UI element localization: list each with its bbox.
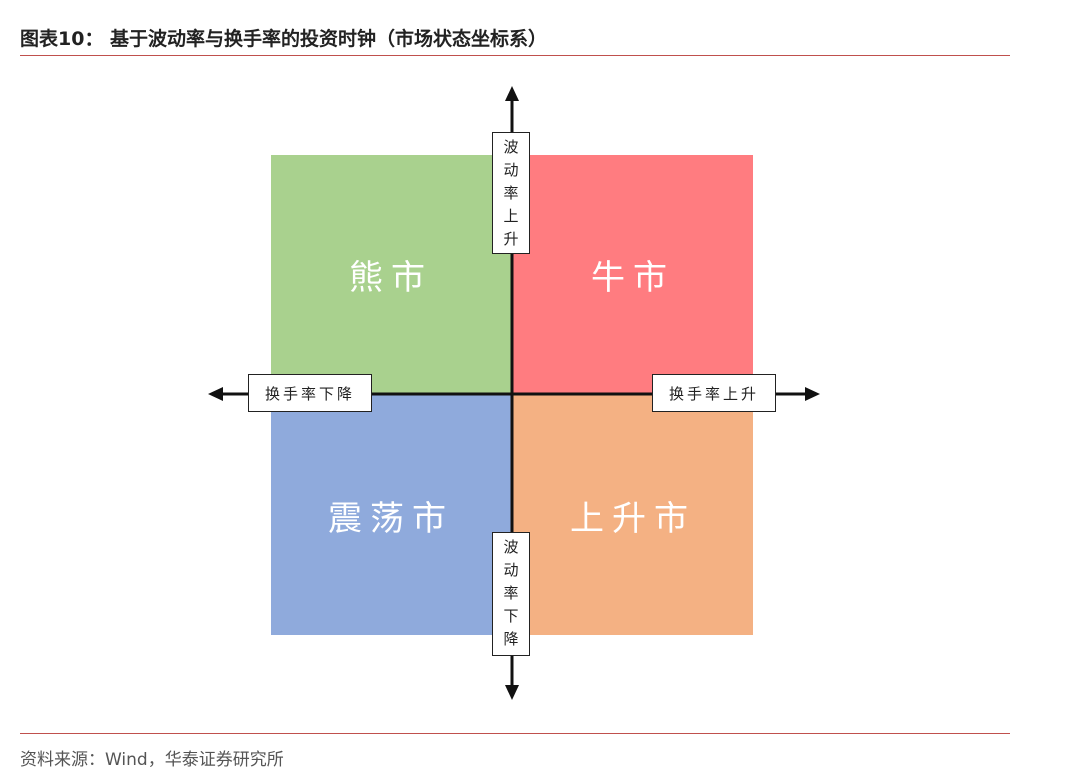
quadrant-range-market: 震荡市 xyxy=(271,395,511,635)
axis-label-char: 动 xyxy=(503,161,519,179)
quadrant-rising-label: 上升市 xyxy=(570,498,696,539)
axis-label-char: 率 xyxy=(503,184,519,202)
arrow-down-icon xyxy=(505,685,519,700)
title-divider xyxy=(20,55,1010,56)
axis-label-turnover-up: 换手率上升 xyxy=(652,374,776,412)
arrow-left-icon xyxy=(208,387,223,401)
arrow-right-icon xyxy=(805,387,820,401)
axis-label-turnover-down: 换手率下降 xyxy=(248,374,372,412)
axis-label-char: 波 xyxy=(503,138,519,156)
axis-label-char: 降 xyxy=(503,630,519,648)
quadrant-range-label: 震荡市 xyxy=(328,498,454,539)
axis-label-char: 波 xyxy=(503,538,519,556)
quadrant-bear-label: 熊市 xyxy=(349,257,433,298)
axis-label-char: 率 xyxy=(503,584,519,602)
axis-label-char: 升 xyxy=(503,230,519,248)
quadrant-rising-market: 上升市 xyxy=(513,395,753,635)
axis-label-volatility-down: 波 动 率 下 降 xyxy=(492,532,530,656)
arrow-up-icon xyxy=(505,86,519,101)
quadrant-bear-market: 熊市 xyxy=(271,155,511,393)
axis-label-char: 上 xyxy=(503,207,519,225)
axis-label-char: 动 xyxy=(503,561,519,579)
axis-label-char: 下 xyxy=(503,607,519,625)
figure-title: 图表10： 基于波动率与换手率的投资时钟（市场状态坐标系） xyxy=(20,28,548,50)
quadrant-bull-label: 牛市 xyxy=(591,257,675,298)
footer-divider xyxy=(20,733,1010,734)
source-note: 资料来源：Wind，华泰证券研究所 xyxy=(20,750,284,770)
axis-label-volatility-up: 波 动 率 上 升 xyxy=(492,132,530,254)
quadrant-bull-market: 牛市 xyxy=(513,155,753,393)
